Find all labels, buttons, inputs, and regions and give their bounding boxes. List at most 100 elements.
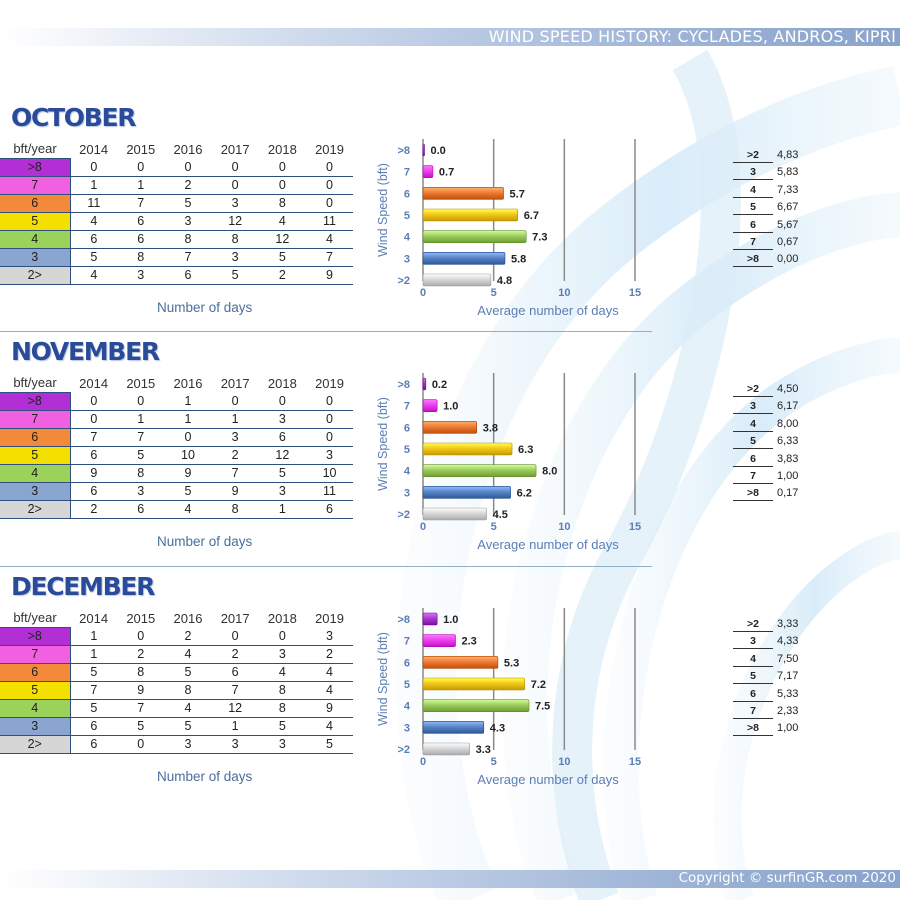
day-count-cell: 4 — [164, 645, 212, 664]
bft-level-cell: >8 — [0, 626, 71, 646]
bft-level-cell: 6 — [0, 662, 71, 682]
day-count-cell: 9 — [305, 266, 354, 285]
day-count-cell: 0 — [164, 428, 212, 447]
day-count-cell: 4 — [258, 212, 306, 231]
day-count-cell: 5 — [70, 699, 118, 718]
day-count-cell: 3 — [305, 446, 354, 465]
list-item: 4 7,33 — [733, 183, 873, 200]
day-count-cell: 3 — [258, 410, 306, 429]
day-count-cell: 0 — [70, 158, 118, 177]
bar-value-label: 3.3 — [476, 744, 491, 756]
avg-value: 6,67 — [777, 201, 799, 214]
bft-level-cell: 3 — [0, 247, 71, 267]
average-values-list: >2 3,33 3 4,33 4 7,50 5 7,17 6 5,33 7 2,33 >8 1,00 — [733, 617, 873, 739]
day-count-cell: 3 — [211, 428, 259, 447]
day-count-cell: 10 — [305, 464, 354, 483]
day-count-cell: 2 — [164, 627, 212, 646]
year-header: 2016 — [173, 610, 203, 626]
avg-value: 5,67 — [777, 218, 799, 231]
bar-value-label: 1.0 — [443, 614, 458, 626]
day-count-cell: 5 — [70, 663, 118, 682]
day-count-cell: 0 — [211, 176, 259, 195]
day-count-cell: 4 — [164, 500, 212, 519]
bft-level-cell: 7 — [0, 409, 71, 429]
table-row: 2> 4 3 6 5 2 9 — [0, 265, 354, 285]
table-row: >8 1 0 2 0 0 3 — [0, 626, 354, 646]
day-count-cell: 9 — [70, 464, 118, 483]
day-count-cell: 5 — [70, 248, 118, 267]
x-tick-label: 10 — [558, 521, 570, 533]
avg-bft-key: >2 — [733, 148, 773, 163]
copyright-text: Copyright © surfinGR.com 2020 — [678, 870, 896, 886]
bft-level-cell: 5 — [0, 211, 71, 231]
avg-bft-key: 3 — [733, 634, 773, 650]
list-item: 3 4,33 — [733, 634, 873, 651]
table-row: 4 5 7 4 12 8 9 — [0, 698, 354, 718]
table-header-row: bft/year 2014 2015 2016 2017 2018 2019 — [0, 140, 353, 158]
x-tick-label: 5 — [491, 521, 497, 533]
bar — [422, 677, 526, 691]
y-axis-title: Wind Speed (bft) — [376, 632, 390, 726]
list-item: 3 5,83 — [733, 165, 873, 182]
list-item: >2 4,83 — [733, 148, 873, 165]
table-row: 5 6 5 10 2 12 3 — [0, 445, 354, 465]
bar-value-label: 4.8 — [497, 275, 512, 287]
section-divider — [0, 566, 652, 567]
day-count-cell: 4 — [305, 663, 354, 682]
avg-value: 3,83 — [777, 452, 799, 465]
avg-bft-key: 6 — [733, 687, 773, 702]
day-count-cell: 5 — [117, 446, 165, 465]
day-count-cell: 1 — [164, 410, 212, 429]
y-category-label: 5 — [404, 210, 410, 222]
bar — [422, 656, 499, 669]
bar-value-label: 0.7 — [439, 167, 454, 179]
avg-bft-key: 6 — [733, 218, 773, 233]
day-count-cell: 11 — [305, 212, 354, 231]
x-tick-label: 0 — [420, 756, 426, 768]
y-category-label: >8 — [397, 379, 410, 391]
bar — [422, 208, 518, 222]
bar — [422, 273, 492, 287]
day-count-cell: 0 — [211, 627, 259, 646]
bar — [422, 699, 530, 712]
list-item: 5 6,33 — [733, 434, 873, 451]
table-corner-header: bft/year — [13, 610, 57, 626]
bar-value-label: 3.8 — [483, 422, 498, 434]
bft-level-cell: 7 — [0, 175, 71, 195]
table-corner-header: bft/year — [13, 141, 57, 157]
y-category-label: 5 — [404, 444, 410, 456]
avg-bft-key: 7 — [733, 704, 773, 719]
day-count-cell: 1 — [70, 627, 118, 646]
month-title: DECEMBER — [11, 572, 155, 601]
day-count-cell: 8 — [117, 248, 165, 267]
year-header: 2014 — [79, 141, 109, 157]
table-row: 2> 6 0 3 3 3 5 — [0, 734, 354, 754]
day-count-cell: 12 — [211, 699, 259, 718]
day-count-cell: 3 — [164, 212, 212, 231]
list-item: 5 7,17 — [733, 669, 873, 686]
days-table: bft/year 2014 2015 2016 2017 2018 2019 >8 1 0 2 0 0 3… — [0, 609, 354, 754]
day-count-cell: 5 — [164, 194, 212, 213]
x-axis-title: Average number of days — [477, 303, 619, 318]
day-count-cell: 0 — [258, 627, 306, 646]
day-count-cell: 8 — [211, 500, 259, 519]
table-row: 4 6 6 8 8 12 4 — [0, 229, 354, 249]
bar-value-label: 8.0 — [542, 466, 557, 478]
avg-bft-key: 5 — [733, 434, 773, 450]
y-category-label: >2 — [397, 275, 410, 287]
bar — [422, 421, 478, 434]
list-item: >8 0,00 — [733, 252, 873, 269]
y-category-label: 4 — [404, 701, 411, 713]
bar-value-label: 4.5 — [493, 509, 508, 521]
y-category-label: 7 — [404, 167, 410, 179]
bar — [422, 187, 504, 200]
day-count-cell: 3 — [258, 735, 306, 754]
day-count-cell: 3 — [211, 735, 259, 754]
section-divider — [0, 331, 652, 332]
footer-banner: Copyright © surfinGR.com 2020 — [0, 870, 900, 888]
bar — [422, 507, 487, 521]
x-axis-title: Average number of days — [477, 537, 619, 552]
avg-bft-key: 7 — [733, 235, 773, 250]
